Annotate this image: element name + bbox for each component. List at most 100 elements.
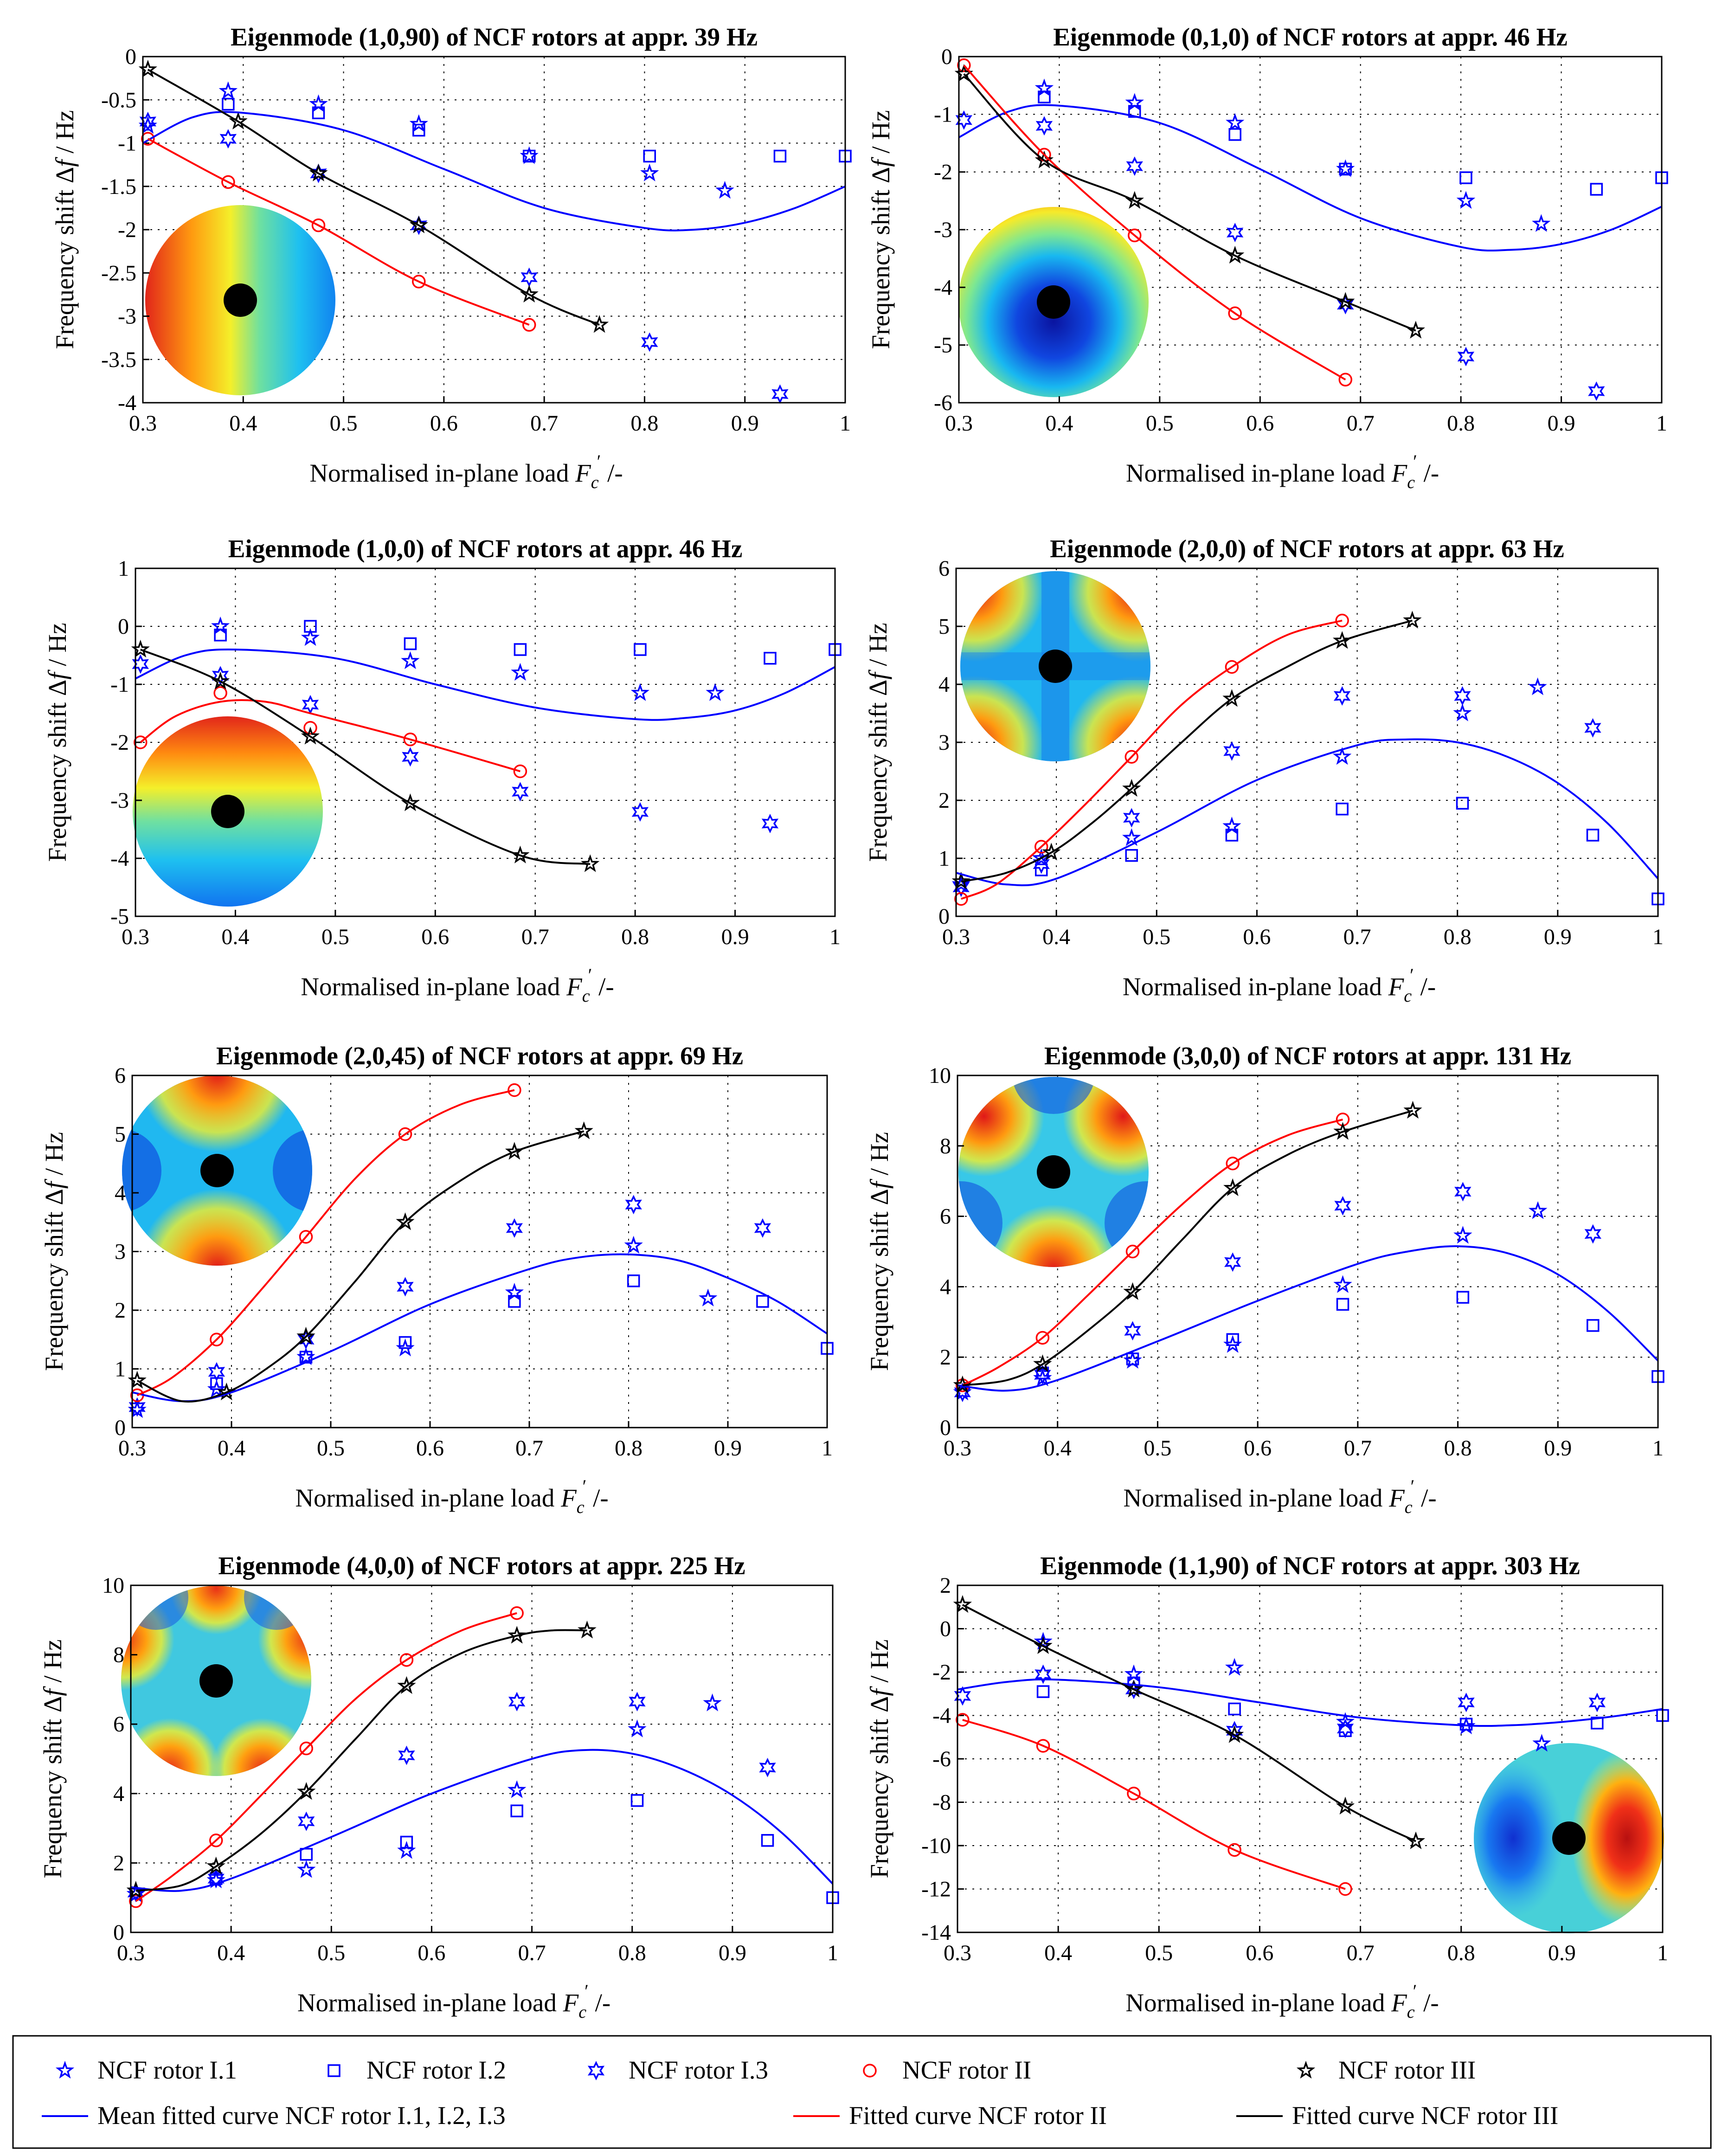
data-point	[954, 1383, 971, 1403]
data-point	[955, 110, 972, 130]
data-point	[1128, 228, 1142, 243]
legend-label: NCF rotor II	[902, 2056, 1031, 2084]
x-tick-label: 0.7	[1343, 925, 1371, 949]
x-axis-symbol-prime: ′	[1413, 451, 1417, 472]
y-tick-label: 0	[941, 45, 952, 69]
x-tick-label: 0.9	[714, 1436, 742, 1461]
y-axis-unit: / Hz	[51, 110, 79, 160]
data-point	[207, 1869, 225, 1889]
data-point	[1225, 660, 1239, 674]
data-point	[1332, 747, 1352, 765]
x-axis-unit: /-	[1414, 1484, 1436, 1512]
y-axis-label: Frequency shift Δf / Hz	[51, 110, 79, 349]
y-axis-symbol: Δ	[865, 1189, 893, 1205]
data-point	[397, 1676, 416, 1694]
legend-entry: NCF rotor II	[863, 2056, 1031, 2084]
legend-entry: NCF rotor III	[1296, 2056, 1476, 2084]
legend: NCF rotor I.1 NCF rotor I.2 NCF rotor I.3 N…	[12, 2035, 1712, 2149]
data-point	[1403, 1101, 1422, 1119]
data-point	[1454, 686, 1471, 706]
data-point	[1454, 1182, 1471, 1202]
data-point	[213, 686, 227, 700]
x-tick-label: 1	[822, 1436, 833, 1461]
data-point	[398, 1745, 415, 1765]
chart-panel: 0.3 0.4 0.5 0.6 0.7 0.8 0.9 1 2 0 -2 -4 -6 -8 -10 -12 -1…	[865, 1551, 1683, 2022]
data-point	[1456, 191, 1476, 209]
data-point	[1456, 797, 1469, 810]
data-point	[1225, 1658, 1244, 1676]
x-axis-symbol-sub: c	[578, 2002, 586, 2022]
x-axis-symbol-prime: ′	[597, 451, 601, 472]
mode-shape-inset	[956, 205, 1151, 399]
data-point	[511, 663, 530, 681]
legend-label: NCF rotor I.3	[629, 2056, 768, 2084]
data-point	[1226, 1721, 1243, 1741]
x-axis-label: Normalised in-plane load Fc′ /-	[1123, 965, 1436, 1006]
data-point	[630, 683, 650, 701]
y-tick-label: 5	[115, 1122, 126, 1147]
x-tick-label: 0.9	[1548, 1941, 1576, 1965]
fitted-curve	[135, 648, 835, 721]
plot-frame	[957, 1584, 1664, 1933]
data-point	[631, 802, 649, 822]
y-tick-label: 1	[938, 846, 950, 871]
fitted-curve	[130, 1749, 834, 1892]
data-point	[1126, 1352, 1139, 1365]
data-point	[522, 318, 536, 332]
x-tick-label: 0.5	[321, 925, 349, 949]
y-tick-label: -1	[934, 102, 952, 127]
fitted-curve	[963, 73, 1416, 332]
chart-panel: 0.3 0.4 0.5 0.6 0.7 0.8 0.9 1 0 1 2 3 4 5 6 Eigenmode (…	[40, 994, 834, 1517]
data-point	[1333, 686, 1351, 706]
data-point	[1033, 854, 1050, 874]
data-point	[297, 1330, 315, 1350]
data-point	[954, 1686, 971, 1706]
data-point	[304, 620, 317, 633]
mode-shape-inset	[1462, 1741, 1683, 1936]
x-tick-label: 0.9	[719, 1941, 746, 1965]
data-point	[1224, 1252, 1241, 1272]
y-tick-label: -4	[118, 391, 136, 415]
data-point	[1034, 863, 1048, 876]
data-point	[396, 1212, 415, 1230]
x-tick-label: 0.7	[1347, 411, 1375, 436]
data-point	[398, 1336, 412, 1349]
fitted-curve	[957, 1678, 1663, 1727]
y-tick-label: 4	[938, 672, 950, 697]
x-axis-unit: /-	[1417, 1989, 1439, 2017]
data-point	[640, 163, 659, 181]
data-point	[1336, 803, 1349, 816]
data-point	[1453, 1226, 1472, 1244]
chart-panel: 0.3 0.4 0.5 0.6 0.7 0.8 0.9 1 0 -0.5 -1 -1.5 -2 -2.5 -…	[51, 23, 852, 492]
data-point	[1122, 779, 1141, 797]
mode-shape-inset	[905, 522, 1206, 815]
plot-frame	[135, 567, 836, 917]
y-tick-label: 5	[938, 614, 950, 639]
legend-label: Fitted curve NCF rotor II	[849, 2101, 1107, 2130]
x-axis-symbol: F	[1388, 1484, 1405, 1512]
data-point	[1226, 1333, 1239, 1346]
x-axis-symbol: F	[566, 972, 583, 1001]
x-tick-label: 1	[1657, 1941, 1668, 1965]
data-point	[1339, 162, 1352, 176]
data-point	[761, 814, 779, 833]
mode-shape-inset	[143, 203, 338, 398]
data-point	[129, 1397, 146, 1417]
data-point	[303, 721, 317, 735]
y-axis-symbol: Δ	[867, 167, 895, 183]
x-tick-label: 0.8	[621, 925, 649, 949]
x-tick-label: 0.5	[1144, 1436, 1171, 1461]
y-tick-label: -2.5	[101, 261, 136, 285]
data-point	[299, 1230, 313, 1244]
data-point	[297, 1782, 316, 1800]
x-axis-symbol: F	[1391, 459, 1408, 487]
fitted-curve	[958, 104, 1662, 252]
data-point	[1222, 689, 1241, 707]
y-axis-unit: / Hz	[864, 623, 892, 673]
x-axis-unit: /-	[1417, 459, 1439, 487]
data-point	[756, 1295, 769, 1308]
y-axis-unit: / Hz	[39, 1640, 67, 1689]
legend-marker	[55, 2060, 75, 2079]
fitted-curve	[142, 111, 846, 232]
